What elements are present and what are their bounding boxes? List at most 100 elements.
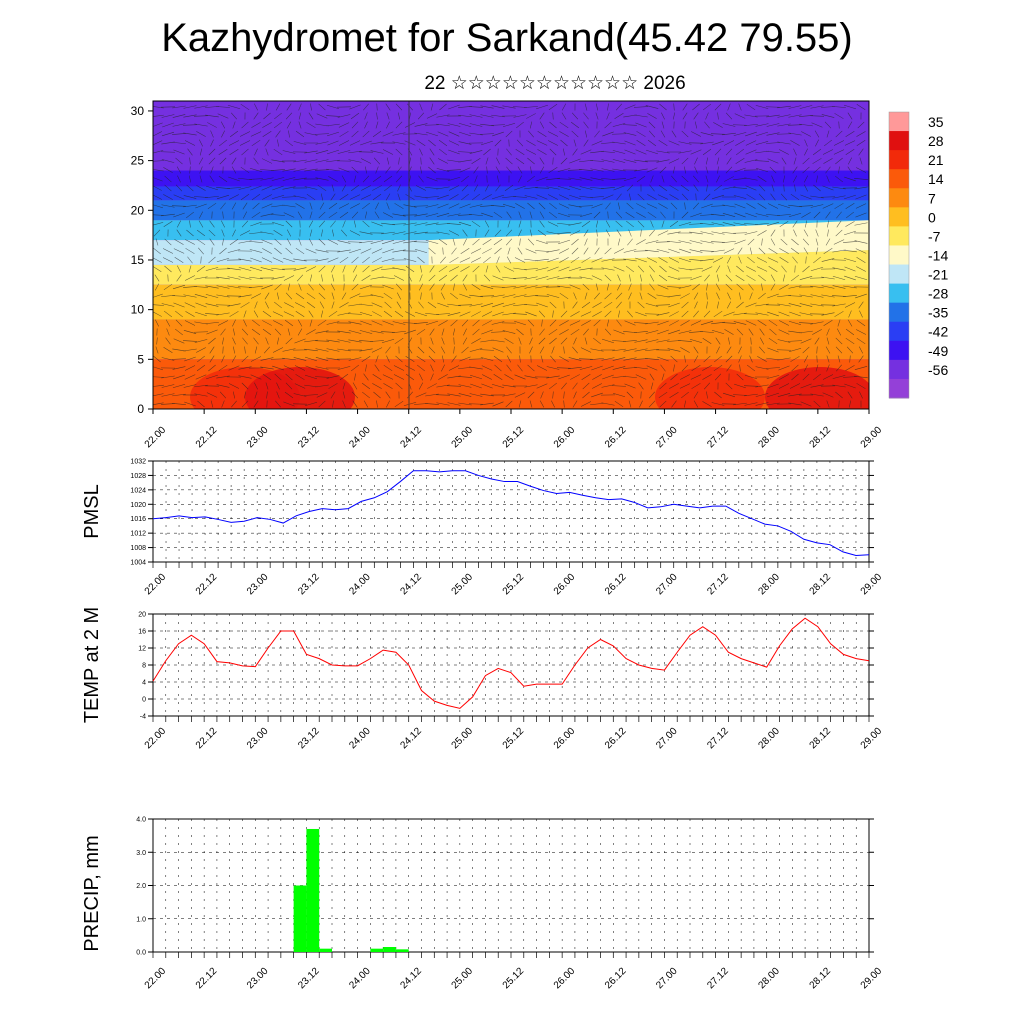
colorbar-label: 14 [928,171,944,187]
panel-frame [153,461,869,562]
x-tick-label: 27.12 [705,571,731,597]
colorbar-swatch [889,341,909,361]
field-band [153,101,869,171]
colorbar-label: -56 [928,362,948,378]
y-tick-label: 10 [131,303,145,317]
x-tick-label: 26.00 [552,571,578,597]
y-tick-label: 1012 [130,531,146,538]
x-tick-label: 25.12 [501,725,527,751]
colorbar-label: 35 [928,114,944,130]
x-tick-label: 26.12 [603,571,629,597]
y-tick-label: 3.0 [136,850,146,857]
y-tick-label: 2.0 [136,883,146,890]
y-tick-label: 1004 [130,560,146,567]
x-tick-label: 24.00 [347,424,373,450]
colorbar-swatch [889,207,909,227]
temperature-wind-panel: 05101520253022.00 22.12 23.00 23.12 24.00 24.… [131,101,885,450]
y-axis-label: PMSL [81,484,103,538]
x-tick-label: 24.00 [347,725,373,751]
colorbar-swatch [889,112,909,132]
y-tick-label: 25 [131,154,145,168]
x-tick-label: 25.00 [450,725,476,751]
x-tick-label: 23.12 [296,725,322,751]
x-tick-label: 27.12 [705,424,731,450]
x-tick-label: 29.00 [859,725,885,751]
y-tick-label: 1020 [130,502,146,509]
x-tick-label: 27.00 [654,571,680,597]
x-tick-label: 27.12 [705,725,731,751]
x-tick-label: 24.12 [398,965,424,991]
colorbar-label: -7 [928,228,941,244]
x-tick-label: 25.12 [501,571,527,597]
y-tick-label: -4 [140,714,146,721]
y-tick-label: 5 [137,352,144,366]
y-tick-label: 1024 [130,487,146,494]
x-tick-label: 29.00 [859,571,885,597]
x-tick-label: 25.00 [450,571,476,597]
heatmap-field [150,101,875,427]
x-tick-label: 28.12 [808,725,834,751]
y-tick-label: 4.0 [136,817,146,824]
colorbar-swatch [889,226,909,246]
x-tick-label: 23.00 [245,571,271,597]
colorbar-label: -21 [928,267,948,283]
colorbar-swatch [889,322,909,342]
field-band [153,320,869,360]
colorbar-label: 21 [928,152,944,168]
x-tick-label: 22.12 [194,725,220,751]
x-tick-label: 27.00 [654,965,680,991]
precip-bar [319,949,332,952]
temp-panel: -404812162022.00 22.12 23.00 23.12 24.00 24.1… [81,607,885,751]
x-tick-label: 22.00 [143,725,169,751]
x-tick-label: 28.00 [756,965,782,991]
colorbar-swatch [889,245,909,265]
y-tick-label: 1008 [130,545,146,552]
y-axis-label: PRECIP, mm [81,835,103,951]
x-tick-label: 27.00 [654,424,680,450]
x-tick-label: 22.00 [143,424,169,450]
y-tick-label: 1.0 [136,916,146,923]
x-tick-label: 28.12 [808,424,834,450]
precip-bar [396,949,409,952]
x-tick-label: 23.12 [296,571,322,597]
y-axis-label: TEMP at 2 M [81,607,103,723]
x-tick-label: 27.12 [705,965,731,991]
x-tick-label: 23.00 [245,725,271,751]
y-tick-label: 4 [142,680,146,687]
colorbar-label: -35 [928,305,948,321]
y-tick-label: 20 [138,612,146,619]
colorbar-label: -28 [928,286,948,302]
y-tick-label: 1016 [130,516,146,523]
x-tick-label: 26.00 [552,725,578,751]
colorbar-swatch [889,284,909,304]
colorbar-swatch [889,131,909,151]
x-tick-label: 24.00 [347,571,373,597]
x-tick-label: 29.00 [859,965,885,991]
colorbar-swatch [889,150,909,170]
y-tick-label: 8 [142,663,146,670]
colorbar-swatch [889,360,909,380]
x-tick-label: 25.00 [450,965,476,991]
precip-panel: 0.01.02.03.04.022.00 22.12 23.00 23.12 24.00… [81,817,885,992]
y-tick-label: 0.0 [136,950,146,957]
y-tick-label: 12 [138,646,146,653]
y-tick-label: 30 [131,104,145,118]
x-tick-label: 28.00 [756,725,782,751]
x-tick-label: 24.12 [398,725,424,751]
x-tick-label: 26.00 [552,424,578,450]
x-tick-label: 22.12 [194,965,220,991]
precip-bar [294,886,307,953]
x-tick-label: 23.12 [296,424,322,450]
colorbar-swatch [889,265,909,285]
x-tick-label: 24.00 [347,965,373,991]
x-tick-label: 22.00 [143,571,169,597]
y-tick-label: 0 [137,402,144,416]
pmsl-panel: 1004100810121016102010241028103222.00 22.… [81,459,885,598]
x-tick-label: 22.12 [194,571,220,597]
x-tick-label: 28.12 [808,571,834,597]
x-tick-label: 26.12 [603,725,629,751]
x-tick-label: 26.00 [552,965,578,991]
y-tick-label: 0 [142,697,146,704]
x-tick-label: 28.00 [756,571,782,597]
colorbar-label: -49 [928,343,948,359]
